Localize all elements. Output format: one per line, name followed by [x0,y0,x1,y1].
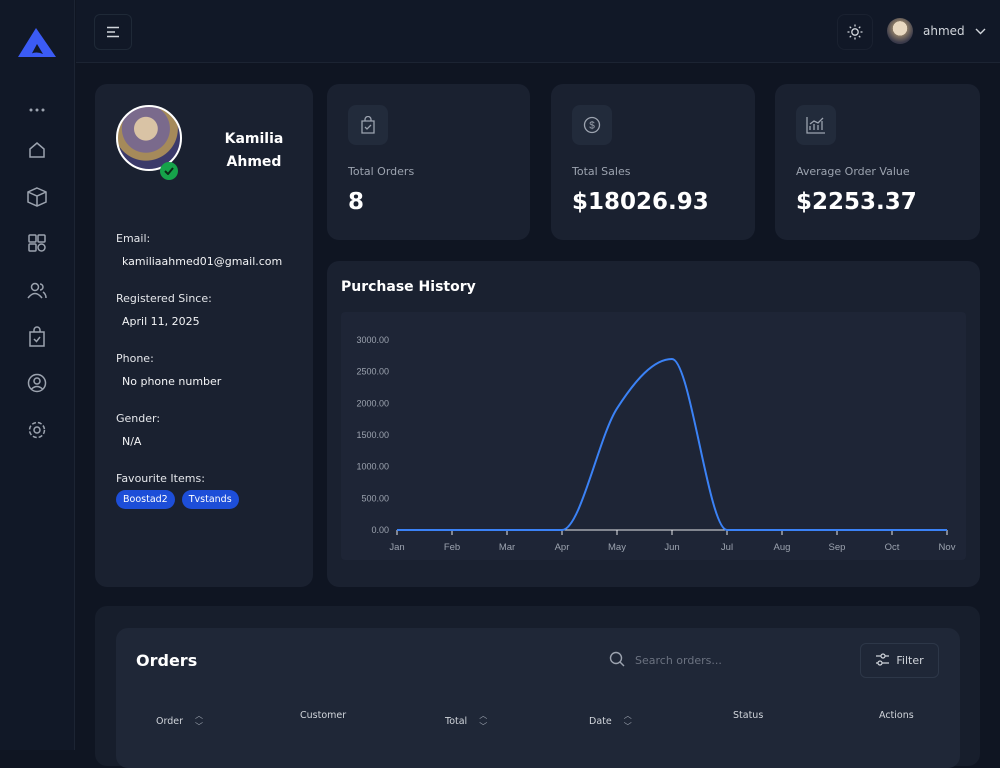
chart-title: Purchase History [341,279,476,295]
email-value: kamiliaahmed01@gmail.com [122,255,282,268]
filter-label: Filter [896,654,923,667]
username: ahmed [923,24,965,38]
shopping-bag-icon [348,105,388,145]
home-icon[interactable] [25,138,49,162]
stat-label: Total Sales [572,165,630,178]
favourites-label: Favourite Items: [116,472,205,485]
search-orders[interactable]: Search orders... [609,651,722,670]
sort-icon[interactable]: ︿﹀ [479,710,487,732]
orders-card: Orders Search orders... Filter Order︿﹀ C… [116,628,960,768]
x-tick-label: Jan [389,542,404,553]
shopping-bag-check-icon[interactable] [25,325,49,349]
more-icon[interactable] [25,98,49,122]
x-tick-label: Feb [444,542,460,553]
settings-gear-icon[interactable] [25,418,49,442]
orders-title: Orders [136,651,197,670]
users-icon[interactable] [25,278,49,302]
x-tick-label: May [608,542,626,553]
y-tick-label: 2000.00 [356,398,389,408]
phone-label: Phone: [116,352,154,365]
series-line [397,359,947,530]
column-customer: Customer [300,710,346,721]
y-tick-label: 2500.00 [356,367,389,377]
x-tick-label: Aug [774,542,791,553]
email-label: Email: [116,232,150,245]
chart-svg: 0.00 500.00 1000.00 1500.00 2000.00 2500.00 30… [341,312,966,560]
stat-value: $18026.93 [572,189,709,215]
svg-text:$: $ [589,121,595,132]
sort-icon[interactable]: ︿﹀ [624,710,632,732]
sidebar [0,0,75,750]
stat-value: 8 [348,189,364,215]
search-input[interactable]: Search orders... [635,654,722,667]
gender-label: Gender: [116,412,160,425]
stat-value: $2253.37 [796,189,917,215]
gender-value: N/A [122,435,141,448]
box-icon[interactable] [25,185,49,209]
stat-label: Total Orders [348,165,414,178]
sliders-icon [875,653,889,669]
user-circle-icon[interactable] [25,371,49,395]
y-tick-label: 1500.00 [356,430,389,440]
y-tick-label: 3000.00 [356,335,389,345]
favourite-tag[interactable]: Boostad2 [116,490,175,509]
menu-toggle-button[interactable] [94,14,132,50]
verified-check-icon [160,162,178,180]
user-avatar [887,18,913,44]
x-tick-label: Apr [555,542,570,553]
column-status: Status [733,710,763,721]
x-tick-label: Jul [721,542,733,553]
user-menu[interactable]: ahmed [887,18,986,44]
search-icon [609,651,625,670]
column-date[interactable]: Date︿﹀ [589,710,632,732]
grid-icon[interactable] [25,231,49,255]
stat-card-total-sales: $ Total Sales $18026.93 [551,84,755,240]
stat-card-total-orders: Total Orders 8 [327,84,530,240]
column-order[interactable]: Order︿﹀ [156,710,203,732]
x-tick-label: Oct [885,542,900,553]
column-total[interactable]: Total︿﹀ [445,710,487,732]
y-tick-label: 0.00 [371,525,389,535]
x-tick-label: Jun [664,542,679,553]
customer-avatar [116,105,182,171]
purchase-history-chart: 0.00 500.00 1000.00 1500.00 2000.00 2500.00 30… [341,312,966,560]
registered-value: April 11, 2025 [122,315,200,328]
chevron-down-icon [975,24,986,38]
filter-button[interactable]: Filter [860,643,939,678]
dollar-icon: $ [572,105,612,145]
x-tick-label: Sep [829,542,846,553]
phone-value: No phone number [122,375,221,388]
favourite-tag[interactable]: Tvstands [182,490,239,509]
brand-logo[interactable] [16,26,58,64]
theme-toggle-sun-icon[interactable] [837,14,873,50]
chart-icon [796,105,836,145]
stat-label: Average Order Value [796,165,910,178]
sort-icon[interactable]: ︿﹀ [195,710,203,732]
stat-card-average-order-value: Average Order Value $2253.37 [775,84,980,240]
registered-label: Registered Since: [116,292,212,305]
x-tick-label: Mar [499,542,515,553]
x-tick-label: Nov [939,542,956,553]
purchase-history-card: Purchase History 0.00 500.00 1000.00 1500.0… [327,261,980,587]
column-actions: Actions [879,710,914,721]
y-tick-label: 500.00 [361,493,389,503]
y-tick-label: 1000.00 [356,462,389,472]
